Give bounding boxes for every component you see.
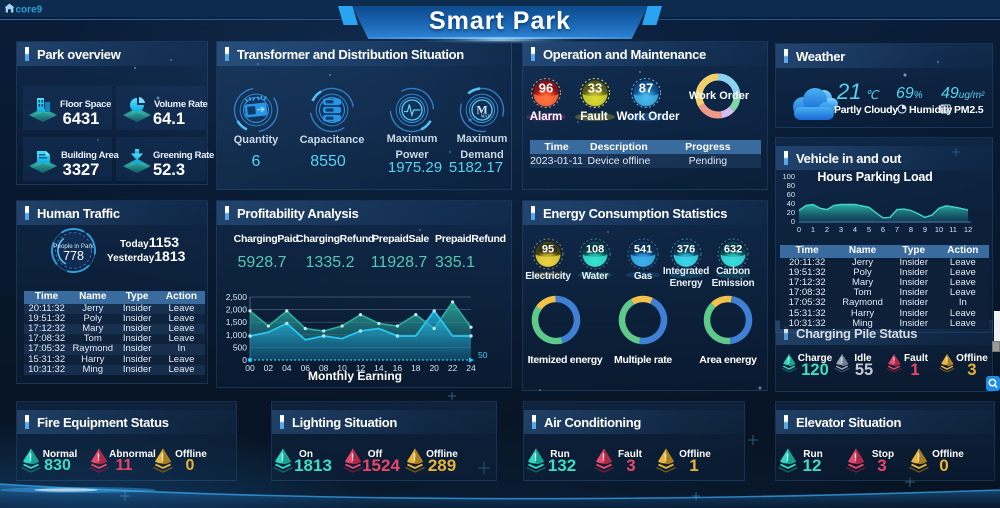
svg-text:100: 100 — [782, 172, 795, 181]
svg-text:1,000: 1,000 — [226, 330, 248, 340]
svg-text:1,500: 1,500 — [226, 317, 248, 327]
svg-text:11: 11 — [949, 225, 957, 234]
svg-text:632: 632 — [724, 244, 742, 256]
svg-text:!: ! — [788, 356, 791, 365]
svg-text:80: 80 — [787, 181, 795, 190]
svg-text:2,000: 2,000 — [226, 305, 248, 315]
svg-text:541: 541 — [634, 244, 652, 256]
svg-text:12: 12 — [964, 225, 972, 234]
svg-text:8: 8 — [909, 225, 913, 234]
svg-text:!: ! — [841, 356, 844, 365]
svg-text:04: 04 — [282, 363, 292, 373]
svg-text:00: 00 — [245, 363, 255, 373]
svg-text:06: 06 — [301, 363, 311, 373]
svg-text:!: ! — [946, 356, 949, 365]
svg-text:50: 50 — [478, 350, 488, 360]
svg-text:33: 33 — [588, 81, 602, 96]
svg-text:12: 12 — [356, 363, 366, 373]
svg-text:108: 108 — [586, 244, 604, 256]
svg-text:0: 0 — [242, 355, 247, 365]
svg-text:20: 20 — [429, 363, 439, 373]
svg-text:0: 0 — [797, 225, 801, 234]
svg-text:02: 02 — [264, 363, 274, 373]
svg-text:60: 60 — [787, 190, 795, 199]
svg-text:6: 6 — [881, 225, 885, 234]
svg-text:18: 18 — [411, 363, 421, 373]
svg-text:M: M — [476, 103, 487, 117]
svg-text:500: 500 — [233, 342, 247, 352]
svg-text:08: 08 — [319, 363, 329, 373]
svg-text:core9: core9 — [16, 5, 43, 16]
svg-text:1: 1 — [811, 225, 815, 234]
svg-text:95: 95 — [542, 244, 554, 256]
svg-text:9: 9 — [923, 225, 927, 234]
svg-text:22: 22 — [448, 363, 458, 373]
svg-text:5: 5 — [867, 225, 871, 234]
svg-text:16: 16 — [393, 363, 403, 373]
svg-text:24: 24 — [466, 363, 476, 373]
svg-text:2: 2 — [825, 225, 829, 234]
svg-text:People in Park: People in Park — [53, 243, 94, 250]
svg-text:10: 10 — [935, 225, 943, 234]
svg-text:376: 376 — [677, 244, 695, 256]
svg-text:10: 10 — [337, 363, 347, 373]
svg-text:14: 14 — [374, 363, 384, 373]
svg-text:20: 20 — [787, 208, 795, 217]
svg-text:778: 778 — [63, 249, 84, 263]
svg-text:2,500: 2,500 — [226, 292, 248, 302]
svg-text:7: 7 — [895, 225, 899, 234]
svg-text:!: ! — [893, 356, 896, 365]
svg-text:87: 87 — [639, 81, 653, 96]
svg-text:0: 0 — [791, 217, 795, 226]
svg-text:3: 3 — [839, 225, 843, 234]
svg-text:4: 4 — [853, 225, 857, 234]
svg-text:40: 40 — [787, 199, 795, 208]
svg-text:96: 96 — [539, 81, 553, 96]
svg-text:MAX: MAX — [481, 114, 491, 119]
